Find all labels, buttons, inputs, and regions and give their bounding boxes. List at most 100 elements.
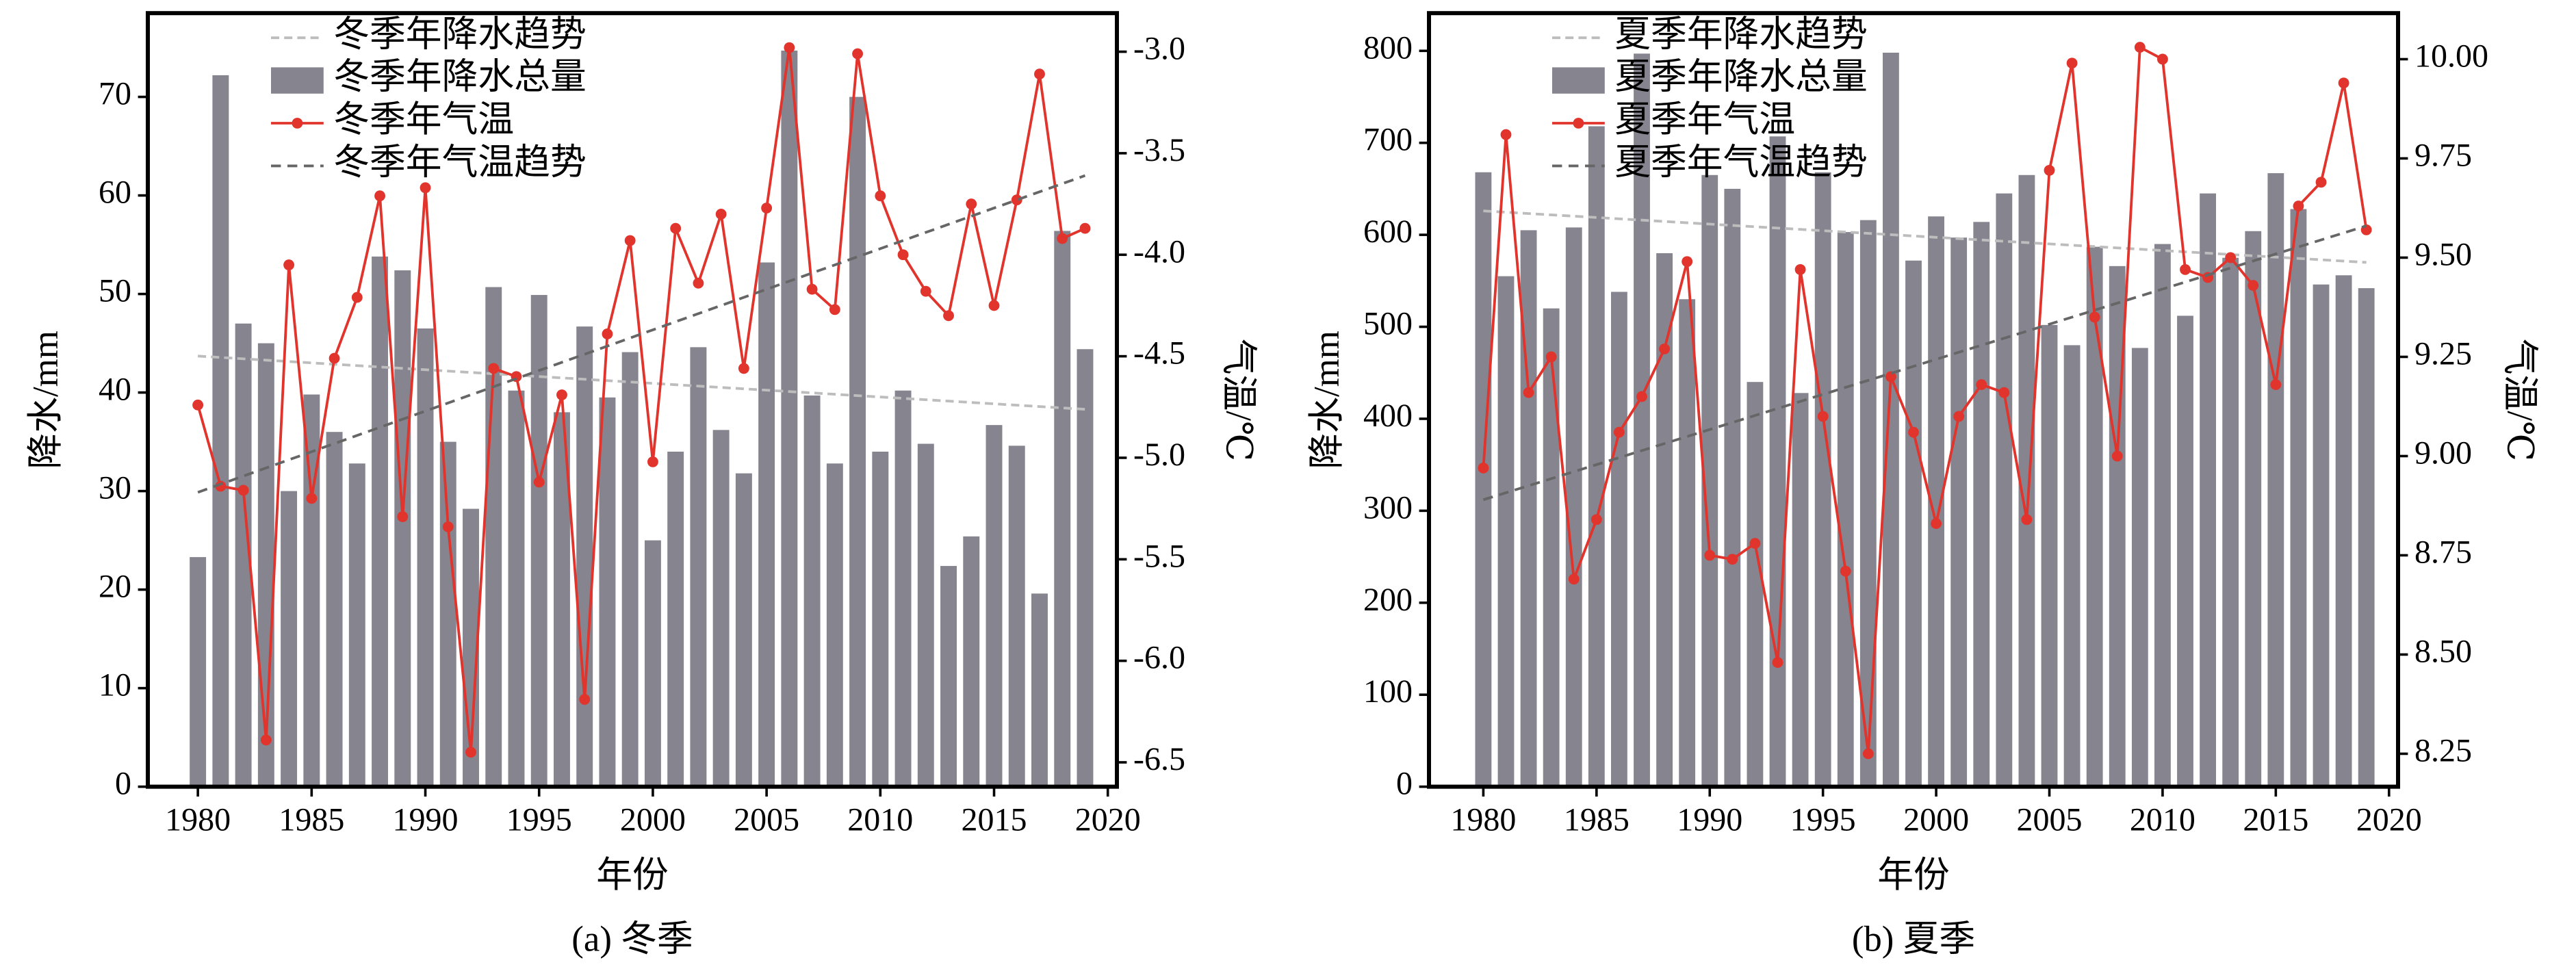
bar	[2018, 175, 2035, 787]
bar	[508, 390, 525, 787]
y-tick-label: 40	[99, 372, 131, 408]
y2-tick-label: -6.5	[1133, 741, 1185, 777]
point	[988, 300, 1000, 311]
y-tick-label: 0	[115, 766, 131, 802]
bar	[2177, 315, 2193, 787]
point	[1545, 351, 1557, 363]
point	[920, 285, 931, 297]
x-tick-label: 2015	[962, 801, 1027, 838]
point	[2157, 53, 2168, 65]
point	[1840, 565, 1851, 577]
bar	[894, 390, 912, 787]
x-tick-label: 1995	[1790, 801, 1856, 838]
y-axis-label: 降水/mm	[1307, 331, 1347, 469]
bar	[1565, 227, 1582, 787]
bar	[690, 347, 707, 787]
bar	[1792, 393, 1809, 787]
bar	[1996, 193, 2013, 787]
bar	[1031, 593, 1048, 787]
point	[1931, 518, 1942, 529]
y-tick-label: 0	[1396, 766, 1413, 802]
bar	[758, 262, 775, 787]
y-tick-label: 600	[1363, 214, 1413, 250]
legend-label: 冬季年气温趋势	[333, 143, 587, 183]
point	[2180, 263, 2191, 275]
point	[875, 190, 886, 202]
point	[1794, 263, 1806, 275]
point	[715, 209, 727, 220]
bar	[281, 491, 298, 787]
point	[2089, 311, 2100, 323]
point	[1034, 68, 1045, 80]
bar	[1973, 222, 1990, 787]
y2-tick-label: 8.25	[2414, 732, 2472, 768]
legend-label: 夏季年气温	[1614, 100, 1795, 140]
point	[1500, 129, 1512, 140]
bar	[485, 287, 502, 787]
point	[1727, 554, 1738, 565]
caption: (a) 冬季	[571, 920, 693, 959]
legend-label: 夏季年气温趋势	[1614, 143, 1868, 183]
trend-line	[1483, 209, 2367, 264]
y2-axis-label: 气温/℃	[1219, 339, 1259, 461]
point	[1704, 550, 1716, 561]
bar	[986, 425, 1003, 787]
bar	[1077, 349, 1094, 787]
point	[1478, 462, 1489, 474]
y-tick-label: 100	[1363, 673, 1413, 710]
bar	[1543, 308, 1560, 787]
point	[2270, 379, 2282, 390]
y2-tick-label: 8.75	[2414, 534, 2472, 570]
point	[602, 328, 613, 339]
bar	[576, 326, 593, 787]
point	[2066, 57, 2078, 69]
legend-label: 冬季年气温	[333, 100, 514, 140]
y-tick-label: 50	[99, 273, 131, 309]
bar	[394, 270, 411, 787]
bar	[1656, 253, 1673, 787]
bar	[1859, 220, 1877, 787]
point	[1523, 387, 1534, 398]
y-tick-label: 70	[99, 76, 131, 112]
y2-tick-label: -5.0	[1133, 437, 1185, 473]
caption: (b) 夏季	[1852, 920, 1975, 959]
bar	[963, 536, 980, 787]
y-tick-label: 800	[1363, 29, 1413, 66]
bar	[781, 50, 798, 787]
line	[1482, 44, 2368, 754]
bar	[2313, 284, 2330, 787]
y2-tick-label: -4.0	[1133, 233, 1185, 270]
plot-frame	[1427, 11, 2401, 789]
bar	[1950, 237, 1968, 787]
bar	[1814, 172, 1831, 787]
point	[1885, 371, 1896, 383]
bar	[1905, 260, 1922, 787]
point	[1682, 256, 1693, 268]
bar	[1747, 382, 1764, 787]
legend-marker	[292, 118, 303, 129]
x-tick-label: 1980	[165, 801, 231, 838]
bar	[1634, 53, 1650, 787]
bar	[599, 397, 616, 787]
y2-tick-label: 9.00	[2414, 435, 2472, 471]
trend-line	[197, 174, 1086, 494]
point	[693, 277, 704, 289]
bar	[2290, 209, 2307, 787]
bar	[2358, 288, 2375, 787]
point	[420, 182, 431, 194]
point	[1613, 426, 1625, 438]
point	[2111, 450, 2123, 462]
point	[2021, 514, 2033, 526]
point	[2338, 77, 2349, 89]
point	[1908, 426, 1919, 438]
bar	[849, 96, 866, 787]
point	[2293, 201, 2304, 211]
legend-label: 冬季年降水总量	[333, 57, 587, 97]
bar	[235, 323, 252, 787]
point	[1568, 573, 1580, 585]
bar	[1054, 231, 1071, 787]
point	[2044, 164, 2055, 176]
point	[260, 734, 272, 746]
y2-tick-label: 9.75	[2414, 137, 2472, 173]
bar	[2063, 345, 2081, 787]
